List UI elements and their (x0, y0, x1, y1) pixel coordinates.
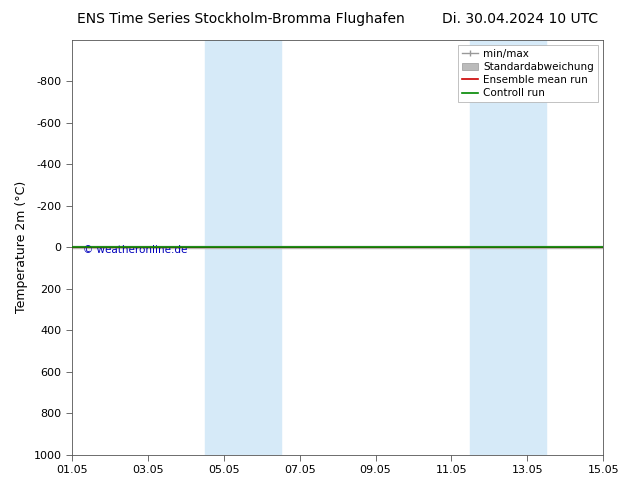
Text: ENS Time Series Stockholm-Bromma Flughafen: ENS Time Series Stockholm-Bromma Flughaf… (77, 12, 404, 26)
Bar (470, 40, 547, 455)
Text: © weatheronline.de: © weatheronline.de (82, 245, 187, 255)
Y-axis label: Temperature 2m (°C): Temperature 2m (°C) (15, 181, 28, 313)
Bar (205, 40, 281, 455)
Legend: min/max, Standardabweichung, Ensemble mean run, Controll run: min/max, Standardabweichung, Ensemble me… (458, 45, 598, 102)
Text: Di. 30.04.2024 10 UTC: Di. 30.04.2024 10 UTC (442, 12, 598, 26)
